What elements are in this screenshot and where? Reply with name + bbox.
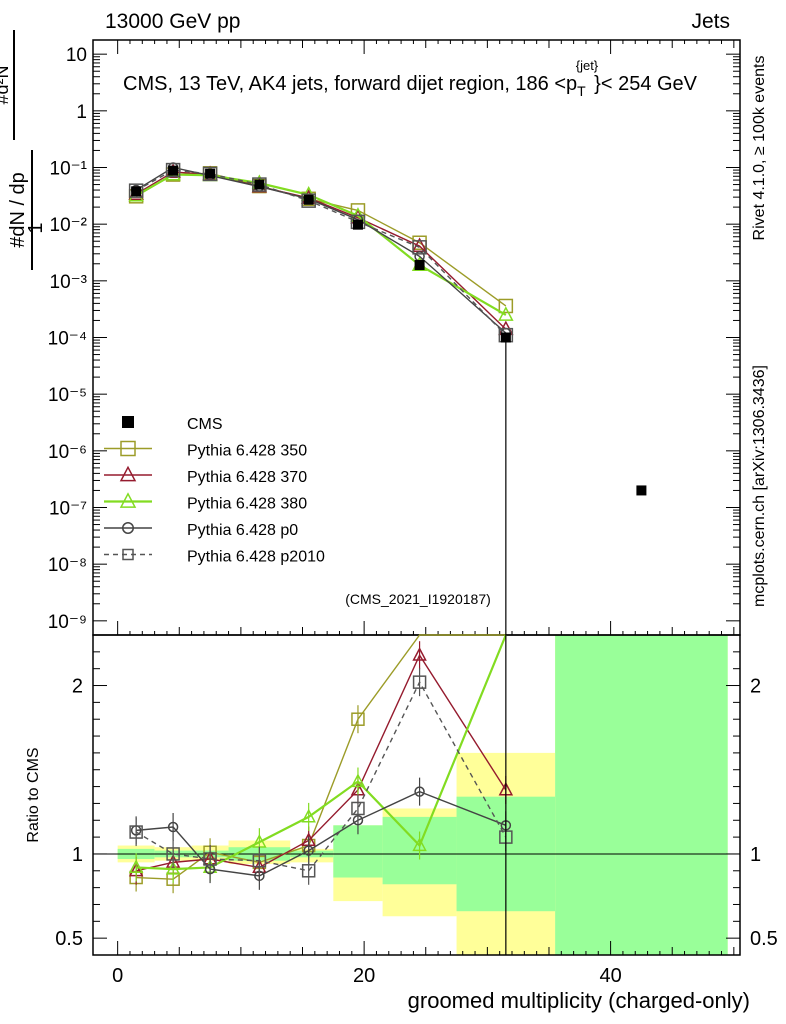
series-point-ratio-1 [412, 647, 427, 661]
y-tick-label-main: 10⁻⁹ [48, 612, 87, 633]
title-sub: T [577, 83, 586, 99]
svg-text:#d²N: #d²N [0, 65, 12, 104]
series-line-main-1 [135, 171, 507, 330]
series-line-main-3 [135, 166, 507, 334]
data-point-cms [168, 165, 179, 176]
series-point-main-4 [301, 193, 316, 208]
series-line-ratio-1 [135, 653, 507, 872]
x-tick-label: 0 [112, 965, 123, 987]
y-tick-label-ratio: 2 [72, 676, 83, 698]
y-tick-label-ratio-right: 2 [750, 676, 761, 698]
series-point-ratio-4 [166, 847, 180, 861]
y-tick-label-main: 10⁻⁵ [48, 385, 87, 406]
ratio-frame [92, 634, 741, 956]
y-tick-label-main: 1 [76, 102, 87, 123]
series-point-ratio-2 [165, 860, 181, 875]
legend-marker-3 [122, 522, 134, 534]
series-point-main-4 [165, 162, 181, 178]
series-line-main-2 [135, 173, 507, 316]
data-point-cms [131, 186, 142, 197]
band-inner-8 [555, 635, 728, 955]
main-frame [92, 39, 741, 636]
header-right: Jets [691, 10, 730, 33]
y-tick-label-ratio: 0.5 [55, 928, 83, 950]
series-line-main-4 [135, 169, 507, 336]
y-tick-label-main: 10⁻² [50, 215, 88, 236]
legend-label-cms: CMS [187, 416, 223, 433]
legend-marker-4 [122, 548, 134, 561]
side-label-bottom: mcplots.cern.ch [arXiv:1306.3436] [751, 365, 768, 607]
title-tail: }< 254 GeV [594, 73, 698, 95]
y-tick-label-main: 10⁻⁶ [48, 442, 87, 463]
series-point-ratio-2 [350, 773, 366, 788]
y-tick-label-main: 10⁻³ [50, 272, 88, 293]
series-line-main-0 [135, 172, 507, 307]
series-line-ratio-2 [136, 634, 507, 871]
series-line-ratio-3 [136, 790, 507, 877]
y-tick-label-main: 10⁻⁷ [49, 499, 87, 520]
series-point-main-0 [498, 298, 514, 314]
y-tick-label-main: 10 [66, 45, 87, 66]
ratio-ylabel: Ratio to CMS [25, 747, 42, 842]
title-main: CMS, 13 TeV, AK4 jets, forward dijet reg… [123, 73, 577, 95]
y-tick-label-ratio: 1 [72, 844, 83, 866]
legend-marker-2 [119, 492, 137, 508]
plot-title: CMS, 13 TeV, AK4 jets, forward dijet reg… [123, 58, 698, 99]
side-label-top: Rivet 4.1.0, ≥ 100k events [751, 56, 768, 241]
header-left: 13000 GeV pp [105, 10, 240, 33]
legend-label-1: Pythia 6.428 370 [187, 469, 307, 486]
x-axis-label: groomed multiplicity (charged-only) [408, 988, 750, 1013]
data-point-cms [636, 485, 647, 496]
y-tick-label-main: 10⁻¹ [50, 159, 88, 180]
y-tick-label-main: 10⁻⁴ [48, 329, 87, 350]
series-point-main-4 [128, 183, 144, 198]
main-ylabel: 1 #dN / dp #d²N [0, 30, 47, 270]
series-point-ratio-4 [252, 853, 267, 868]
title-sup: {jet} [576, 58, 599, 73]
series-point-ratio-2 [301, 808, 316, 823]
x-tick-label: 20 [353, 965, 375, 987]
series-point-ratio-4 [129, 825, 143, 839]
data-point-cms [254, 179, 265, 190]
legend-label-0: Pythia 6.428 350 [187, 443, 307, 460]
series-point-ratio-4 [301, 864, 316, 878]
data-point-cms [352, 219, 363, 230]
series-point-ratio-4 [203, 852, 217, 866]
series-point-ratio-3 [414, 786, 425, 797]
legend-label-3: Pythia 6.428 p0 [187, 522, 298, 539]
series-point-ratio-2 [412, 837, 427, 852]
legend-marker-0 [120, 440, 136, 457]
series-point-ratio-3 [303, 845, 314, 856]
series-point-main-4 [202, 166, 218, 182]
svg-text:1: 1 [25, 222, 47, 233]
y-tick-label-ratio-right: 1 [750, 844, 761, 866]
y-tick-label-main: 10⁻⁸ [48, 555, 87, 576]
data-point-cms [303, 194, 314, 205]
series-point-main-4 [252, 177, 267, 192]
analysis-id: (CMS_2021_I1920187) [345, 591, 491, 607]
series-point-ratio-0 [351, 712, 365, 726]
series-point-ratio-4 [412, 675, 427, 689]
legend-marker-cms [122, 416, 134, 428]
series-point-ratio-2 [128, 859, 144, 873]
svg-text:CMS, 13 TeV, AK4 jets, forward: CMS, 13 TeV, AK4 jets, forward dijet reg… [123, 58, 698, 99]
svg-text:#dN / dp: #dN / dp [7, 172, 29, 248]
data-point-cms [205, 168, 216, 179]
series-point-ratio-3 [167, 821, 179, 833]
series-point-main-4 [412, 240, 427, 255]
legend-label-4: Pythia 6.428 p2010 [187, 549, 325, 566]
y-tick-label-ratio-right: 0.5 [750, 928, 778, 950]
x-tick-label: 40 [599, 965, 621, 987]
series-point-ratio-4 [351, 801, 365, 816]
legend-marker-1 [119, 465, 137, 482]
data-point-cms [414, 260, 425, 271]
series-point-main-2 [498, 306, 514, 321]
legend-label-2: Pythia 6.428 380 [187, 496, 307, 513]
